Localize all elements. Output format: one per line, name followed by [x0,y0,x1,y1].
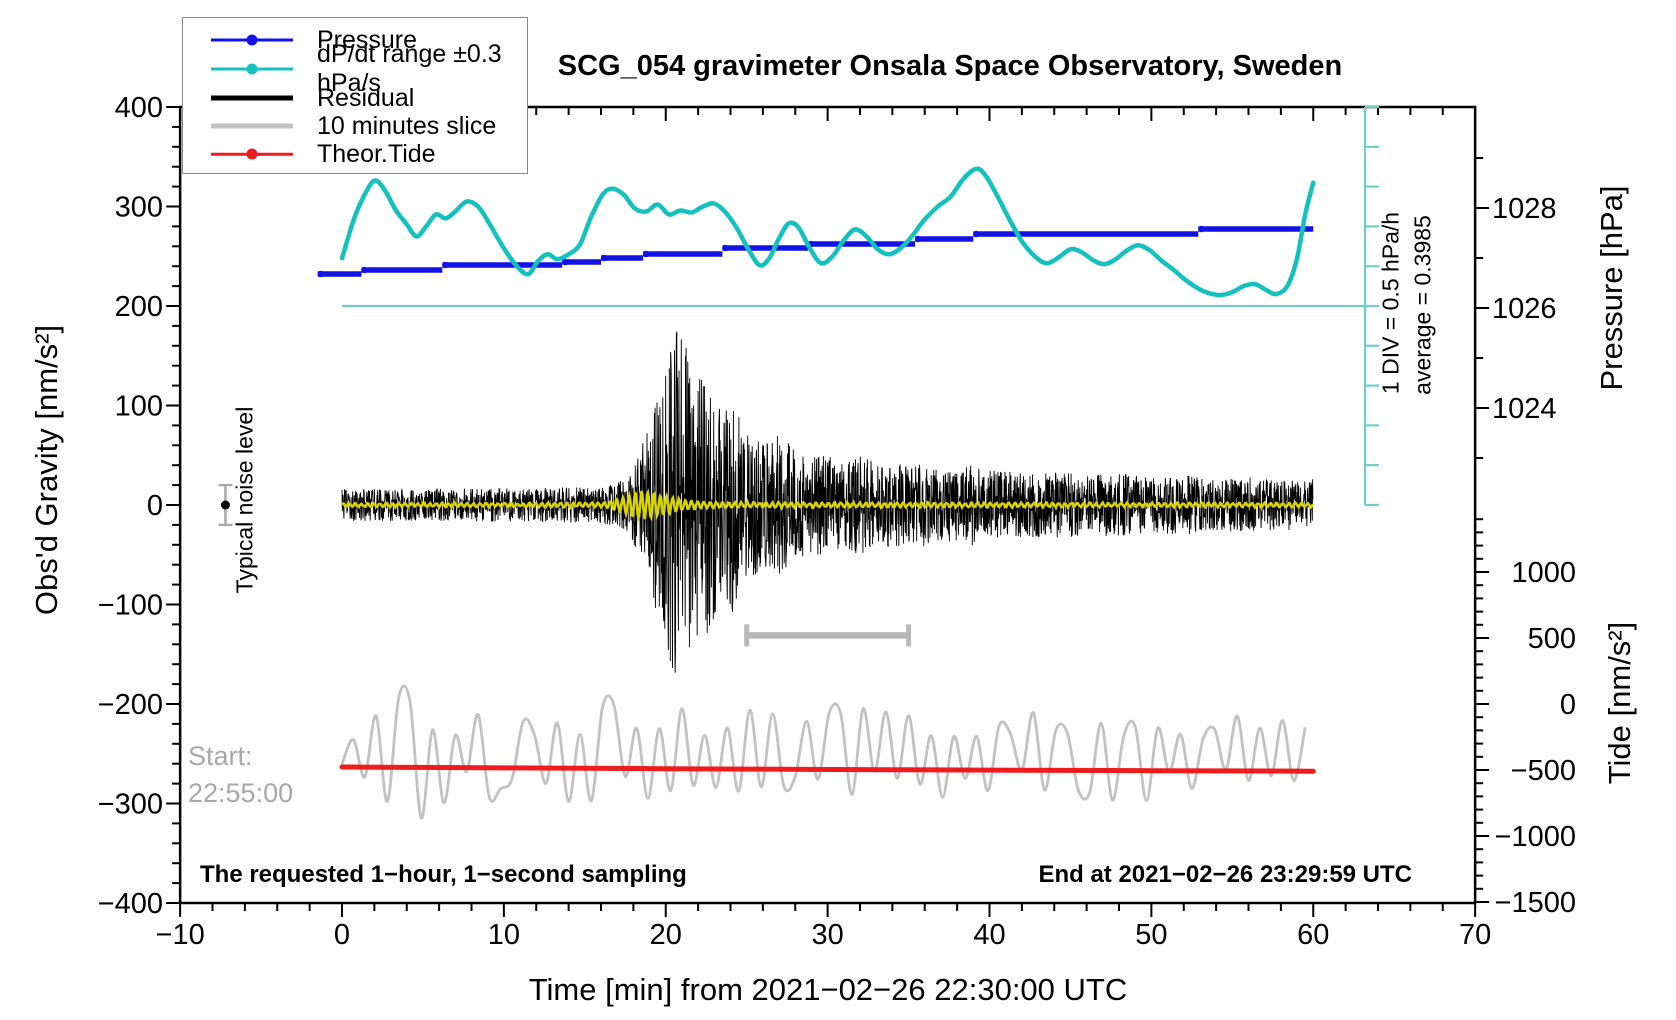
svg-text:−300: −300 [98,789,163,821]
start-time: 22:55:00 [188,778,294,808]
svg-text:300: 300 [115,192,163,224]
tide-axis-label: Tide [nm/s²] [1602,621,1637,785]
svg-text:400: 400 [115,92,163,124]
svg-text:1028: 1028 [1492,193,1557,225]
sampling-annotation: The requested 1−hour, 1−second sampling [200,861,687,888]
legend-item-pressure: Pressure [183,26,527,54]
svg-text:70: 70 [1459,919,1491,951]
x-axis-label: Time [min] from 2021−02−26 22:30:00 UTC [528,972,1128,1007]
gravity-axis-label: Obs'd Gravity [nm/s²] [29,324,64,616]
legend-box: Pressure dP/dt range ±0.3 hPa/s Residual… [182,17,528,174]
svg-text:30: 30 [811,919,843,951]
end-time-annotation: End at 2021−02−26 23:29:59 UTC [1038,861,1412,888]
svg-text:100: 100 [115,391,163,423]
legend-label: Pressure [317,25,418,54]
dpdt-line-icon [211,62,293,76]
legend-item-residual: Residual [183,84,527,112]
svg-text:0: 0 [334,919,350,951]
average-annotation: average = 0.3985 [1409,215,1436,395]
legend-label: Residual [317,83,415,112]
start-label: Start: [188,741,253,771]
svg-text:1026: 1026 [1492,293,1557,325]
svg-text:−10: −10 [156,919,205,951]
slice-line-icon [211,119,293,133]
svg-text:500: 500 [1528,623,1576,655]
svg-text:−1000: −1000 [1495,821,1576,853]
svg-text:40: 40 [973,919,1005,951]
svg-text:10: 10 [488,919,520,951]
legend-label: 10 minutes slice [317,111,497,140]
svg-text:−500: −500 [1511,755,1576,787]
noise-level-annotation: Typical noise level [231,406,258,594]
chart-title: SCG_054 gravimeter Onsala Space Observat… [557,50,1343,82]
svg-text:20: 20 [650,919,682,951]
div-scale-annotation: 1 DIV = 0.5 hPa/h [1377,211,1404,395]
theortide-line-icon [211,147,293,161]
svg-text:200: 200 [115,291,163,323]
svg-text:1024: 1024 [1492,393,1557,425]
svg-text:0: 0 [147,490,163,522]
svg-text:−200: −200 [98,689,163,721]
legend-item-slice: 10 minutes slice [183,112,527,140]
svg-text:−1500: −1500 [1495,887,1576,919]
legend-item-dpdt: dP/dt range ±0.3 hPa/s [183,40,527,97]
svg-text:50: 50 [1135,919,1167,951]
svg-text:−400: −400 [98,888,163,920]
pressure-line-icon [211,33,293,47]
svg-text:1000: 1000 [1511,557,1576,589]
svg-text:0: 0 [1560,689,1576,721]
pressure-axis-label: Pressure [hPa] [1594,185,1629,391]
svg-text:60: 60 [1297,919,1329,951]
legend-item-theortide: Theor.Tide [183,140,527,168]
legend-label: dP/dt range ±0.3 hPa/s [317,40,502,97]
legend-label: Theor.Tide [317,139,436,168]
residual-line-icon [211,91,293,105]
svg-text:−100: −100 [98,590,163,622]
